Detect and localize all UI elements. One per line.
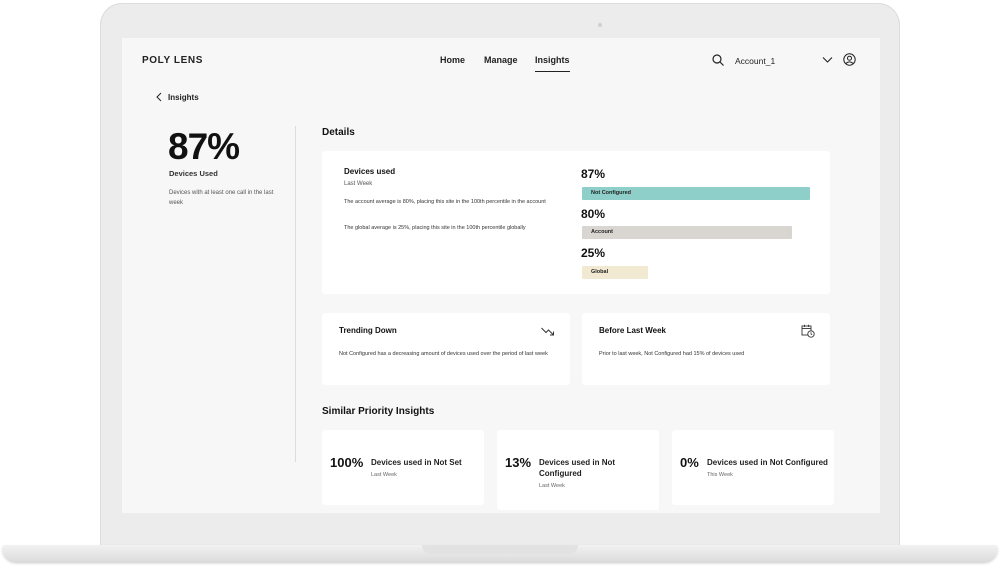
- similar-insight-title: Devices used in Not Set: [371, 458, 462, 467]
- chevron-left-icon: [156, 92, 162, 102]
- details-heading: Details: [322, 127, 355, 138]
- nav-manage[interactable]: Manage: [484, 55, 518, 65]
- devices-card-subtitle: Last Week: [344, 181, 373, 187]
- top-navigation-bar: POLY LENS Home Manage Insights Account_1: [122, 38, 880, 84]
- similar-insight-value: 13%: [505, 455, 532, 470]
- similar-insight-title: Devices used in Not Configured: [707, 458, 828, 467]
- summary-value: 87%: [168, 126, 240, 167]
- trending-down-icon: [541, 327, 554, 336]
- trending-down-card[interactable]: Trending Down Not Configured has a decre…: [322, 313, 570, 385]
- app-screen: POLY LENS Home Manage Insights Account_1…: [122, 38, 880, 513]
- similar-insight-subtitle: Last Week: [371, 472, 397, 478]
- back-label: Insights: [168, 92, 199, 102]
- metric-value-not-configured: 87%: [581, 167, 606, 181]
- bar-label-not-configured: Not Configured: [591, 190, 632, 196]
- before-card-text: Prior to last week, Not Configured had 1…: [599, 351, 745, 357]
- search-icon[interactable]: [712, 54, 724, 66]
- trending-card-text: Not Configured has a decreasing amount o…: [339, 351, 548, 357]
- bar-label-global: Global: [591, 269, 609, 275]
- account-average-text: The account average is 80%, placing this…: [344, 199, 546, 205]
- calendar-clock-icon: [801, 324, 815, 338]
- devices-card-title: Devices used: [344, 167, 396, 176]
- before-card-title: Before Last Week: [599, 326, 666, 335]
- similar-insights-heading: Similar Priority Insights: [322, 406, 435, 417]
- nav-home[interactable]: Home: [440, 55, 466, 65]
- bar-global: Global: [582, 266, 648, 279]
- vertical-divider: [295, 126, 296, 462]
- chevron-down-icon[interactable]: [822, 56, 833, 64]
- account-name[interactable]: Account_1: [735, 56, 776, 66]
- similar-insight-card[interactable]: 100% Devices used in Not Set Last Week: [322, 430, 484, 505]
- back-to-insights-link[interactable]: Insights: [156, 92, 199, 102]
- devices-used-card: Devices used Last Week The account avera…: [322, 151, 830, 294]
- bar-label-account: Account: [591, 229, 613, 235]
- laptop-base-notch: [422, 545, 578, 554]
- bar-account: Account: [582, 226, 792, 239]
- similar-insight-subtitle: Last Week: [539, 483, 565, 489]
- global-average-text: The global average is 25%, placing this …: [344, 225, 526, 231]
- summary-description: Devices with at least one call in the la…: [169, 190, 274, 206]
- nav-insights[interactable]: Insights: [535, 55, 570, 72]
- before-last-week-card[interactable]: Before Last Week Prior to last week, Not…: [582, 313, 830, 385]
- camera-dot: [598, 23, 602, 27]
- similar-insight-subtitle: This Week: [707, 472, 733, 478]
- metric-value-global: 25%: [581, 246, 606, 260]
- user-profile-icon[interactable]: [843, 53, 856, 66]
- summary-label: Devices Used: [169, 169, 218, 178]
- metric-value-account: 80%: [581, 207, 606, 221]
- similar-insight-title: Devices used in Not Configured: [539, 458, 616, 478]
- similar-insight-card[interactable]: 13% Devices used in Not Configured Last …: [497, 430, 659, 510]
- trending-card-title: Trending Down: [339, 326, 397, 335]
- laptop-base: [2, 545, 998, 563]
- similar-insight-value: 100%: [330, 455, 364, 470]
- app-logo[interactable]: POLY LENS: [142, 55, 203, 66]
- similar-insight-value: 0%: [680, 455, 699, 470]
- bar-not-configured: Not Configured: [582, 187, 810, 200]
- similar-insight-card[interactable]: 0% Devices used in Not Configured This W…: [672, 430, 834, 505]
